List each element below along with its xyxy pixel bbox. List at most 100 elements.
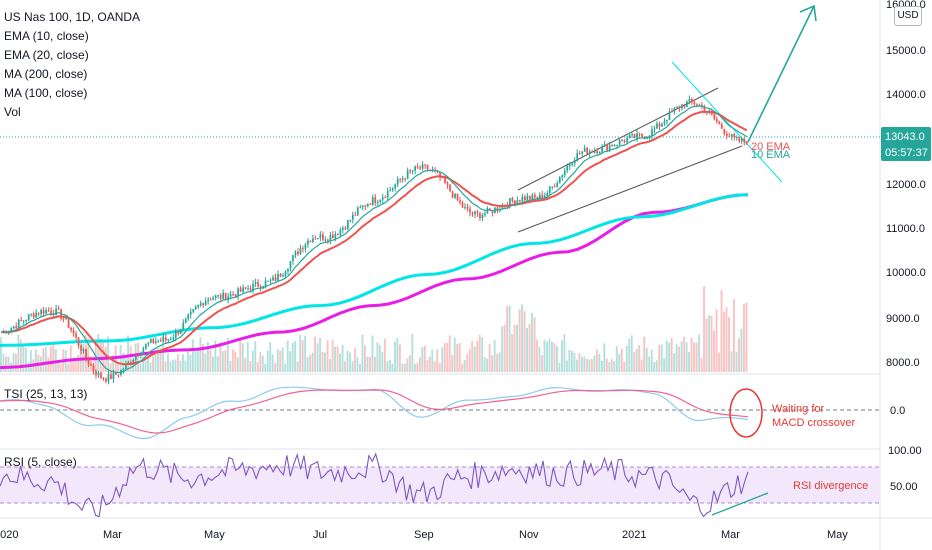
candle-body	[324, 239, 327, 241]
tsi-pane-label[interactable]: TSI (25, 13, 13)	[4, 387, 88, 401]
candle-body	[691, 99, 693, 102]
volume-bar	[284, 363, 287, 372]
volume-bar	[117, 362, 120, 372]
candle-body	[459, 200, 461, 203]
candle-body	[97, 372, 100, 376]
candle-body	[745, 142, 748, 145]
candle-body	[631, 134, 633, 136]
candle-body	[252, 283, 254, 291]
candle-body	[232, 294, 234, 296]
candle-body	[346, 220, 349, 229]
volume-bar	[458, 342, 461, 372]
candle-body	[262, 285, 264, 288]
candle-body	[466, 206, 469, 209]
volume-bar	[279, 350, 282, 372]
candle-body	[214, 295, 217, 298]
price-scale[interactable]: 16000.0 15000.0 14000.0 12000.0 11000.0 …	[886, 0, 926, 493]
volume-bar	[700, 358, 703, 372]
ema10-legend[interactable]: EMA (10, close)	[4, 29, 89, 43]
candle-body	[676, 106, 678, 108]
volume-bar	[321, 351, 324, 372]
volume-bar	[451, 354, 454, 372]
volume-bar	[618, 354, 621, 372]
ma100-line	[0, 193, 749, 370]
volume-bar	[443, 342, 446, 372]
volume-bar	[42, 348, 45, 372]
volume-bar	[376, 342, 379, 372]
candle-body	[142, 348, 145, 354]
candle-body	[661, 123, 663, 127]
candle-body	[688, 99, 691, 102]
volume-bar	[264, 363, 267, 372]
ema10-tag: 10 EMA	[751, 149, 791, 161]
volume-bar	[745, 302, 748, 372]
candle-body	[227, 296, 230, 300]
volume-bar	[413, 363, 416, 372]
candle-body	[257, 282, 259, 287]
rsi-tick: 100.00	[888, 445, 922, 457]
candle-body	[331, 234, 334, 239]
volume-bar	[683, 336, 686, 372]
ma200-legend[interactable]: MA (200, close)	[4, 67, 88, 81]
candle-body	[144, 344, 147, 349]
candle-body	[416, 166, 419, 168]
volume-bar	[234, 351, 237, 372]
volume-bar	[329, 358, 332, 372]
volume-bar	[585, 359, 588, 372]
volume-bar	[660, 344, 663, 372]
candle-body	[279, 273, 282, 277]
price-tick: 10000.0	[886, 267, 926, 279]
candle-body	[17, 320, 20, 329]
volume-bar	[580, 356, 583, 372]
volume-bar	[501, 326, 504, 372]
price-tick: 8000.0	[886, 357, 920, 369]
volume-bar	[588, 359, 591, 372]
time-scale[interactable]: 2020 Mar May Jul Sep Nov 2021 Mar May	[0, 529, 848, 541]
candle-body	[730, 133, 733, 137]
volume-bar	[685, 342, 688, 372]
volume-bar	[728, 317, 730, 372]
candle-body	[102, 377, 105, 379]
volume-bar	[600, 360, 603, 372]
volume-bar	[326, 340, 329, 372]
vol-legend[interactable]: Vol	[4, 105, 21, 119]
candle-body	[588, 151, 591, 154]
volume-bar	[543, 339, 546, 372]
volume-bar	[698, 334, 701, 372]
volume-bar	[403, 363, 406, 372]
volume-bar	[531, 312, 533, 372]
candle-body	[611, 145, 613, 147]
volume-bar	[508, 305, 511, 372]
candle-body	[37, 312, 40, 315]
volume-bar	[511, 333, 514, 372]
candle-body	[658, 123, 661, 127]
price-tick: 11000.0	[886, 223, 925, 235]
candle-body	[344, 227, 347, 229]
candle-body	[696, 104, 698, 106]
volume-bar	[251, 350, 254, 372]
ma100-legend[interactable]: MA (100, close)	[4, 86, 88, 100]
volume-bar	[605, 358, 608, 372]
candle-body	[247, 288, 249, 290]
volume-bar	[229, 360, 232, 372]
volume-bar	[122, 352, 125, 372]
volume-bar	[341, 345, 344, 372]
candle-body	[369, 203, 372, 205]
ema20-legend[interactable]: EMA (20, close)	[4, 48, 89, 62]
candle-body	[421, 164, 424, 169]
volume-bar	[351, 361, 354, 372]
volume-bar	[47, 357, 50, 372]
volume-bar	[79, 351, 82, 372]
volume-bar	[428, 356, 431, 372]
volume-bar	[645, 348, 648, 372]
candle-body	[167, 339, 170, 341]
volume-bar	[638, 345, 641, 372]
volume-bar	[4, 356, 7, 372]
currency-button[interactable]: USD	[894, 6, 922, 26]
candle-body	[638, 133, 641, 135]
candle-body	[663, 121, 666, 124]
rsi-divergence-annotation: RSI divergence	[793, 480, 868, 492]
rsi-pane-label[interactable]: RSI (5, close)	[4, 455, 77, 469]
symbol-title[interactable]: US Nas 100, 1D, OANDA	[4, 10, 141, 24]
